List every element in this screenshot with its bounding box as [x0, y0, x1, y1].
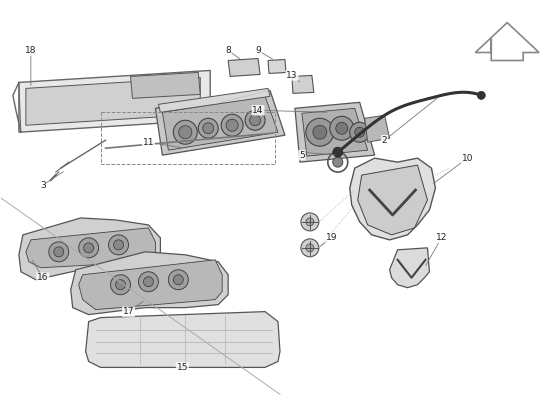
Circle shape: [203, 123, 214, 134]
Polygon shape: [156, 90, 285, 155]
Circle shape: [306, 118, 334, 146]
Circle shape: [139, 272, 158, 292]
Circle shape: [330, 116, 354, 140]
Circle shape: [301, 239, 319, 257]
Text: 17: 17: [123, 307, 134, 316]
Polygon shape: [268, 60, 286, 74]
Circle shape: [113, 240, 124, 250]
Circle shape: [226, 119, 238, 131]
Circle shape: [301, 213, 319, 231]
Circle shape: [179, 126, 192, 139]
Polygon shape: [19, 218, 161, 280]
Polygon shape: [389, 248, 430, 288]
Text: 18: 18: [25, 46, 37, 55]
Polygon shape: [158, 88, 270, 112]
Polygon shape: [162, 96, 278, 150]
Polygon shape: [292, 76, 314, 93]
Polygon shape: [26, 78, 205, 125]
Polygon shape: [302, 108, 368, 156]
Circle shape: [306, 244, 314, 252]
Circle shape: [144, 277, 153, 287]
Circle shape: [198, 118, 218, 138]
Circle shape: [111, 275, 130, 295]
Polygon shape: [350, 158, 436, 240]
Circle shape: [313, 125, 327, 139]
Bar: [101, 112, 275, 164]
Text: 2: 2: [382, 136, 387, 145]
Text: 5: 5: [299, 151, 305, 160]
Circle shape: [355, 127, 365, 137]
Circle shape: [221, 114, 243, 136]
Polygon shape: [130, 72, 200, 98]
Text: 14: 14: [252, 106, 264, 115]
Polygon shape: [26, 228, 156, 268]
Circle shape: [245, 110, 265, 130]
Text: 11: 11: [142, 138, 154, 147]
Polygon shape: [79, 260, 222, 310]
Text: 13: 13: [286, 71, 298, 80]
Text: 10: 10: [461, 154, 473, 163]
Circle shape: [333, 157, 343, 167]
Text: 12: 12: [436, 233, 447, 242]
Circle shape: [108, 235, 129, 255]
Circle shape: [54, 247, 64, 257]
Circle shape: [306, 218, 314, 226]
Text: 16: 16: [37, 273, 48, 282]
Circle shape: [477, 91, 485, 99]
Circle shape: [333, 147, 343, 157]
Text: 15: 15: [177, 363, 188, 372]
Circle shape: [84, 243, 94, 253]
Circle shape: [79, 238, 98, 258]
Polygon shape: [71, 252, 228, 315]
Circle shape: [350, 122, 370, 142]
Text: 3: 3: [40, 180, 46, 190]
Circle shape: [336, 122, 348, 134]
Circle shape: [168, 270, 188, 290]
Polygon shape: [86, 312, 280, 368]
Circle shape: [250, 115, 261, 126]
Circle shape: [173, 120, 197, 144]
Polygon shape: [358, 165, 427, 235]
Text: 8: 8: [226, 46, 231, 55]
Circle shape: [116, 280, 125, 290]
Text: 9: 9: [255, 46, 261, 55]
Circle shape: [173, 275, 183, 285]
Polygon shape: [475, 23, 539, 60]
Polygon shape: [228, 58, 260, 76]
Polygon shape: [365, 115, 389, 142]
Circle shape: [49, 242, 69, 262]
Polygon shape: [19, 70, 220, 132]
Text: 19: 19: [326, 233, 338, 242]
Polygon shape: [295, 102, 375, 162]
